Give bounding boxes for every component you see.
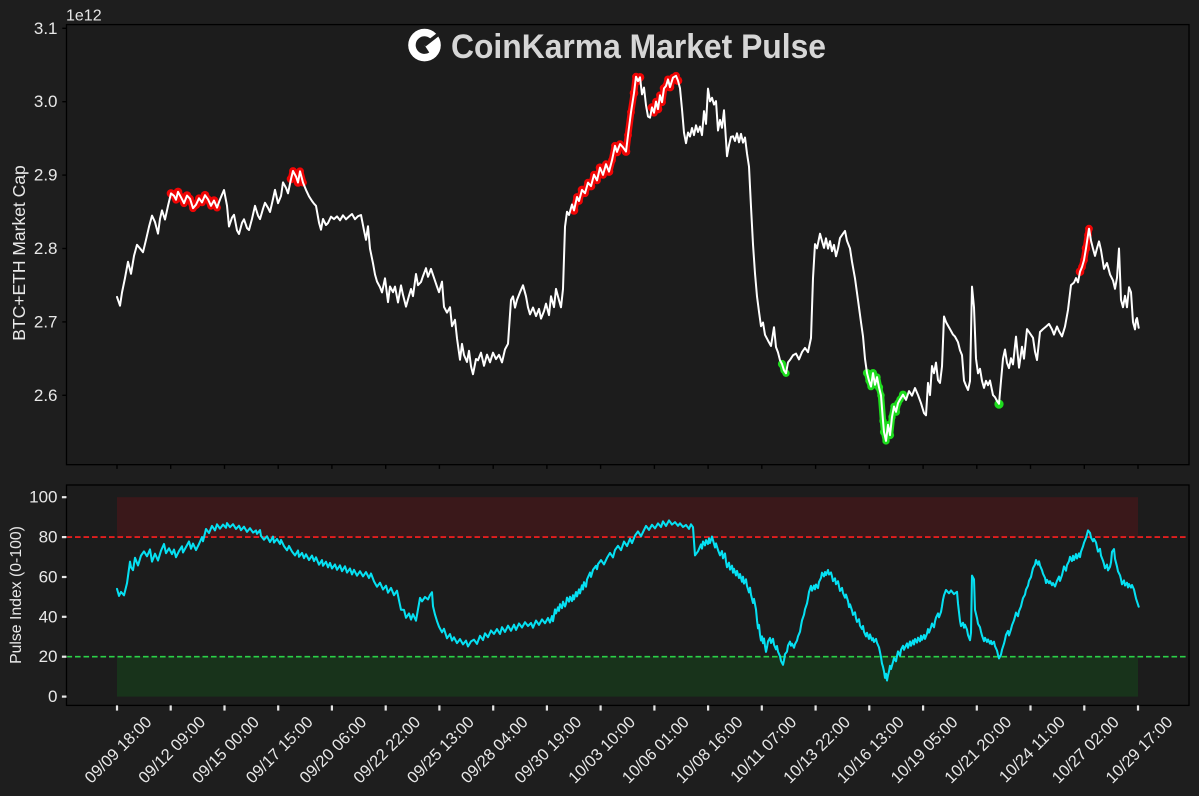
svg-text:0: 0	[48, 687, 57, 706]
svg-text:80: 80	[39, 528, 58, 547]
svg-text:CoinKarma Market Pulse: CoinKarma Market Pulse	[451, 28, 826, 66]
svg-text:3.1: 3.1	[34, 19, 58, 38]
svg-text:2.9: 2.9	[34, 166, 58, 185]
svg-text:1e12: 1e12	[66, 8, 102, 25]
svg-text:2.7: 2.7	[34, 312, 58, 331]
svg-text:3.0: 3.0	[34, 92, 58, 111]
svg-text:2.8: 2.8	[34, 239, 58, 258]
svg-text:20: 20	[39, 647, 58, 666]
svg-text:60: 60	[39, 568, 58, 587]
svg-text:2.6: 2.6	[34, 386, 58, 405]
svg-text:Pulse Index (0-100): Pulse Index (0-100)	[8, 526, 25, 664]
svg-text:40: 40	[39, 607, 58, 626]
svg-text:100: 100	[29, 488, 57, 507]
svg-text:BTC+ETH Market Cap: BTC+ETH Market Cap	[9, 165, 29, 341]
